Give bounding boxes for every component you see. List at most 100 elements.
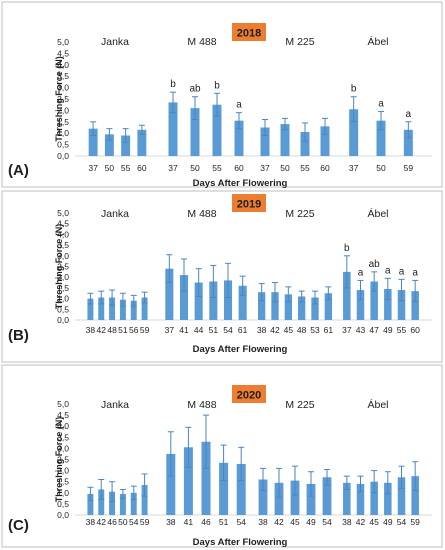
y-tick-label: 0,5 — [57, 140, 69, 150]
significance-letter: a — [412, 267, 418, 278]
y-tick-label: 1,5 — [57, 477, 69, 487]
bar — [349, 109, 359, 156]
bar — [411, 476, 419, 515]
x-tick-label: 38 — [86, 517, 96, 527]
significance-letter: ab — [189, 84, 201, 95]
bar — [300, 132, 310, 156]
x-tick-label: 45 — [290, 517, 300, 527]
x-tick-label: 59 — [404, 163, 414, 173]
y-tick-label: 4,0 — [57, 229, 69, 239]
x-tick-label: 43 — [356, 325, 366, 335]
x-tick-label: 50 — [280, 163, 290, 173]
x-tick-label: 46 — [107, 517, 117, 527]
x-tick-label: 45 — [369, 517, 379, 527]
x-tick-label: 45 — [284, 325, 294, 335]
group-name-label: Ábel — [367, 35, 388, 48]
bar — [284, 294, 292, 320]
bar — [271, 292, 279, 320]
y-axis-title: Threshing Force (N) — [54, 224, 64, 310]
y-tick-label: 2,5 — [57, 455, 69, 465]
bar — [370, 481, 378, 515]
bar — [179, 275, 189, 320]
x-tick-label: 49 — [383, 325, 393, 335]
significance-letter: a — [385, 265, 391, 276]
chart-panel-2: 0,00,51,01,52,02,53,03,54,04,55,0 Threshi… — [8, 194, 432, 355]
y-tick-label: 0,5 — [57, 499, 69, 509]
y-tick-label: 4,5 — [57, 410, 69, 420]
y-tick-label: 1,0 — [57, 128, 69, 138]
significance-letter: b — [214, 80, 220, 91]
bar — [141, 485, 148, 515]
panel-label: (A) — [8, 162, 29, 179]
significance-letter: a — [236, 100, 242, 111]
group-name-label: Ábel — [367, 398, 388, 411]
significance-letter: b — [170, 79, 176, 90]
group-name-label: M 488 — [187, 36, 216, 48]
bar — [290, 480, 300, 515]
x-tick-label: 37 — [165, 325, 175, 335]
x-tick-label: 50 — [105, 163, 115, 173]
bar — [209, 281, 218, 320]
bar — [109, 297, 116, 320]
bar — [343, 271, 351, 320]
x-tick-label: 37 — [168, 163, 178, 173]
bar — [201, 441, 211, 515]
x-tick-label: 49 — [383, 517, 393, 527]
x-tick-label: 38 — [257, 325, 267, 335]
x-tick-label: 37 — [349, 163, 359, 173]
x-tick-label: 50 — [118, 517, 128, 527]
x-tick-label: 50 — [190, 163, 200, 173]
y-tick-label: 3,5 — [57, 240, 69, 250]
x-tick-label: 59 — [140, 325, 150, 335]
y-tick-label: 3,0 — [57, 443, 69, 453]
bar — [298, 296, 306, 320]
panel-border-c — [1, 364, 443, 548]
group-name-label: M 225 — [285, 399, 314, 411]
bar — [168, 102, 178, 156]
y-tick-label: 0,0 — [57, 510, 69, 520]
bar — [212, 104, 222, 156]
x-tick-label: 48 — [107, 325, 117, 335]
x-tick-label: 56 — [129, 325, 139, 335]
group-name-label: M 225 — [285, 36, 314, 48]
x-tick-label: 46 — [201, 517, 211, 527]
bar — [219, 462, 229, 515]
bar — [258, 292, 266, 320]
y-tick-label: 5,0 — [57, 37, 69, 47]
bar — [183, 447, 193, 515]
significance-letter: a — [399, 266, 405, 277]
bar — [343, 482, 351, 515]
bar — [87, 298, 94, 320]
x-tick-label: 54 — [129, 517, 139, 527]
bar — [119, 493, 126, 515]
significance-letter: a — [406, 109, 412, 120]
bar — [384, 288, 392, 320]
bar — [370, 281, 378, 320]
bar — [322, 477, 332, 515]
y-axis-title: Threshing Force (N) — [54, 56, 64, 142]
bar — [397, 477, 406, 515]
chart-panel-3: 0,00,51,01,52,02,5 3,03,54,04,55,0 Threshi… — [8, 385, 432, 548]
y-axis-title: Threshing Force (N) — [54, 417, 64, 503]
y-tick-label: 0,0 — [57, 315, 69, 325]
x-tick-label: 60 — [320, 163, 330, 173]
bar — [234, 120, 244, 156]
significance-letter: b — [351, 84, 357, 95]
x-tick-label: 42 — [356, 517, 366, 527]
x-tick-label: 38 — [166, 517, 176, 527]
x-tick-label: 55 — [121, 163, 131, 173]
x-tick-label: 55 — [397, 325, 407, 335]
x-tick-label: 54 — [236, 517, 246, 527]
x-tick-label: 38 — [258, 517, 268, 527]
bar — [258, 479, 268, 515]
group-name-label: Janka — [101, 208, 129, 220]
bar — [274, 482, 284, 515]
bar — [119, 299, 126, 320]
bar — [130, 300, 137, 320]
year-badge-label: 2020 — [237, 390, 261, 402]
x-axis-title: Days After Flowering — [193, 178, 288, 189]
group-name-label: M 488 — [187, 399, 216, 411]
bar — [87, 493, 94, 515]
panel-border-a — [1, 1, 443, 188]
